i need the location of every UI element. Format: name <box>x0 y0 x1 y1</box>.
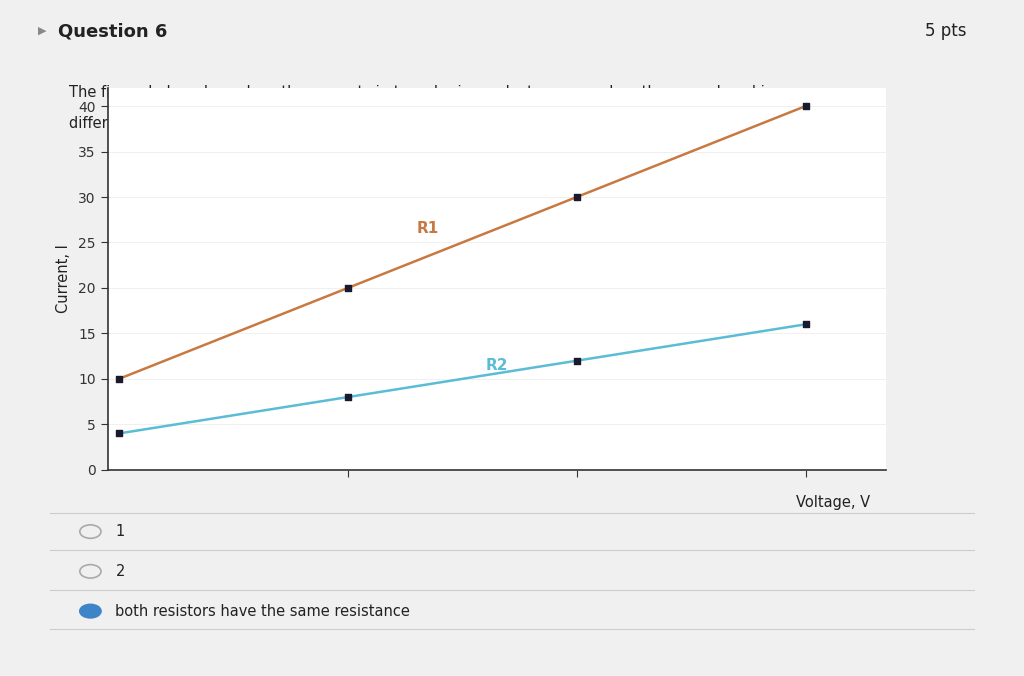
Text: Question 6: Question 6 <box>57 22 167 40</box>
Text: 2: 2 <box>116 564 125 579</box>
Text: 1: 1 <box>116 524 125 539</box>
Point <box>340 391 356 402</box>
Circle shape <box>80 604 101 618</box>
Text: both resistors have the same resistance: both resistors have the same resistance <box>116 604 411 619</box>
Point <box>111 428 127 439</box>
Point <box>798 101 814 112</box>
Point <box>568 191 585 202</box>
Point <box>340 283 356 293</box>
Text: 5 pts: 5 pts <box>925 22 967 40</box>
Point <box>798 319 814 330</box>
Text: Voltage, V: Voltage, V <box>796 496 869 510</box>
Text: The figure below shows how the currents in two ohmic conductors vary when they a: The figure below shows how the currents … <box>70 85 788 100</box>
Y-axis label: Current, I: Current, I <box>56 245 71 313</box>
Text: ▶: ▶ <box>38 26 46 36</box>
Text: R2: R2 <box>485 358 508 372</box>
Point <box>111 373 127 384</box>
Text: R1: R1 <box>417 221 438 237</box>
Text: difference in potential. The resistor with the smaller resistance is resistor:: difference in potential. The resistor wi… <box>70 116 612 130</box>
Point <box>568 356 585 366</box>
